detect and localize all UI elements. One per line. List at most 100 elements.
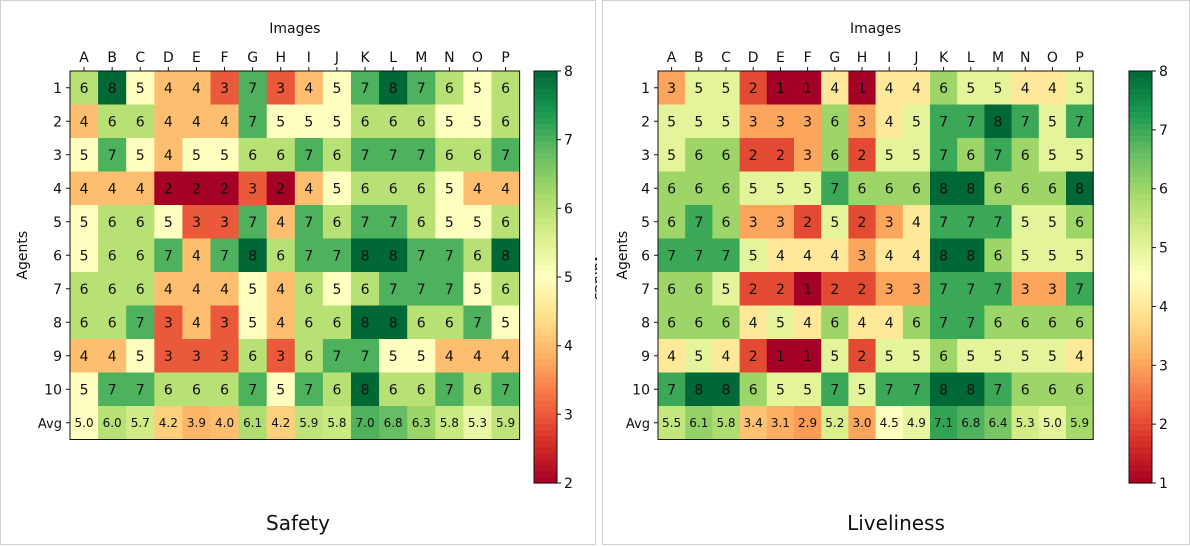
cell-value-label: 5 — [885, 148, 894, 164]
colorbar-segment — [534, 406, 557, 413]
column-label: G — [829, 50, 840, 66]
heatmap-cell — [984, 205, 1013, 239]
colorbar-segment — [534, 112, 557, 119]
heatmap-cell — [848, 104, 877, 139]
cell-value-label: 4 — [667, 349, 676, 365]
heatmap-cell — [463, 104, 492, 139]
row-label: 10 — [632, 382, 650, 398]
heatmap-cell — [766, 238, 795, 273]
avg-value-label: 5.7 — [131, 416, 150, 430]
heatmap-cell — [182, 372, 211, 407]
cell-value-label: 5 — [80, 215, 89, 231]
colorbar-segment — [534, 382, 557, 390]
cell-value-label: 5 — [1048, 349, 1057, 365]
heatmap-cell — [351, 171, 380, 206]
heatmap-cell — [126, 238, 155, 273]
cell-value-label: 3 — [803, 148, 812, 164]
heatmap-cell — [984, 238, 1013, 273]
cell-value-label: 3 — [276, 81, 285, 97]
cell-value-label: 5 — [1048, 215, 1057, 231]
cell-value-label: 3 — [220, 349, 229, 365]
cell-value-label: 5 — [192, 148, 201, 164]
heatmap-cell — [712, 171, 741, 206]
avg-value-label: 5.9 — [496, 416, 515, 430]
cell-value-label: 3 — [220, 81, 229, 97]
heatmap-cell — [739, 339, 768, 373]
colorbar-segment — [1129, 329, 1152, 337]
heatmap-cell — [712, 138, 741, 172]
cell-value-label: 6 — [108, 114, 117, 130]
cell-value-label: 4 — [501, 349, 510, 365]
colorbar-segment — [1129, 359, 1152, 366]
heatmap-cell — [766, 71, 795, 105]
cell-value-label: 2 — [858, 148, 867, 164]
heatmap-cell — [210, 205, 240, 239]
heatmap-cell — [294, 205, 324, 239]
heatmap-cell — [238, 71, 268, 105]
cell-value-label: 5 — [667, 148, 676, 164]
colorbar-segment — [534, 300, 557, 308]
avg-value-label: 4.0 — [215, 416, 234, 430]
cell-value-label: 4 — [192, 81, 201, 97]
cell-value-label: 7 — [304, 248, 313, 264]
colorbar-segment — [1129, 382, 1152, 390]
cell-value-label: 5 — [776, 315, 785, 331]
cell-value-label: 8 — [966, 382, 975, 398]
cell-value-label: 4 — [776, 248, 785, 264]
cell-value-label: 5 — [667, 114, 676, 130]
cell-value-label: 7 — [939, 315, 948, 331]
heatmap-cell — [658, 339, 686, 373]
heatmap-cell — [407, 339, 436, 373]
cell-value-label: 7 — [417, 282, 426, 298]
cell-value-label: 5 — [80, 248, 89, 264]
avg-value-label: 3.0 — [852, 416, 871, 430]
heatmap-cell — [821, 272, 849, 306]
heatmap-cell — [1011, 138, 1040, 172]
colorbar-tick-label: 1 — [1159, 476, 1168, 492]
heatmap-cell — [794, 339, 822, 373]
avg-cell — [98, 406, 127, 440]
colorbar-segment — [534, 424, 557, 431]
colorbar-segment — [1129, 430, 1152, 437]
cell-value-label: 7 — [108, 148, 117, 164]
heatmap-cell — [435, 71, 464, 105]
colorbar-segment — [1129, 224, 1152, 231]
heatmap-cell — [1066, 104, 1094, 139]
cell-value-label: 1 — [776, 81, 785, 97]
heatmap-cell — [712, 305, 741, 340]
cell-value-label: 4 — [164, 282, 173, 298]
cell-value-label: 1 — [803, 349, 812, 365]
cell-value-label: 8 — [501, 248, 510, 264]
cell-value-label: 3 — [858, 114, 867, 130]
cell-value-label: 4 — [885, 114, 894, 130]
cell-value-label: 5 — [445, 215, 454, 231]
cell-value-label: 8 — [389, 315, 398, 331]
heatmap-cell — [848, 138, 877, 172]
colorbar-segment — [534, 371, 557, 378]
heatmap-cell — [491, 138, 521, 172]
avg-cell — [210, 406, 240, 440]
cell-value-label: 4 — [1075, 349, 1084, 365]
heatmap-cell — [322, 272, 352, 306]
colorbar-segment — [1129, 477, 1152, 484]
row-label: 7 — [53, 282, 62, 298]
avg-cell — [875, 406, 904, 440]
cell-value-label: 7 — [136, 382, 145, 398]
column-label: F — [804, 50, 812, 66]
colorbar-label: Values — [1186, 254, 1190, 300]
heatmap-cell — [266, 171, 296, 206]
cell-value-label: 4 — [304, 81, 313, 97]
cell-value-label: 6 — [501, 215, 510, 231]
heatmap-cell — [930, 339, 958, 373]
column-label: O — [1047, 50, 1058, 66]
colorbar-segment — [1129, 241, 1152, 249]
cell-value-label: 4 — [80, 181, 89, 197]
cell-value-label: 6 — [108, 282, 117, 298]
colorbar-segment — [1129, 441, 1152, 449]
column-label: P — [1075, 50, 1083, 66]
heatmap-cell — [875, 339, 904, 373]
cell-value-label: 4 — [830, 248, 839, 264]
heatmap-cell — [821, 372, 849, 407]
avg-value-label: 7.1 — [934, 416, 953, 430]
cell-value-label: 7 — [220, 248, 229, 264]
